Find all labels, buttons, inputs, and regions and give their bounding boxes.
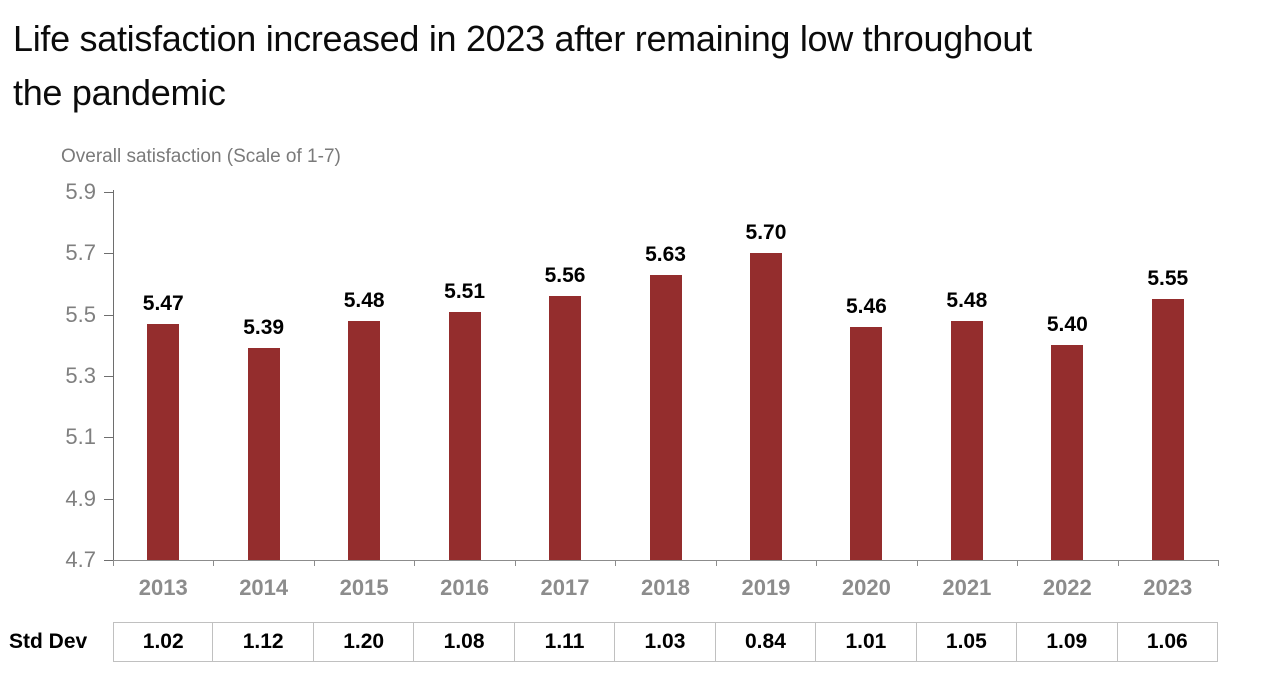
- x-tick-mark: [916, 560, 918, 566]
- bar-value-label: 5.70: [745, 221, 787, 245]
- bar-value-label: 5.51: [444, 279, 486, 303]
- y-tick-mark: [104, 253, 113, 255]
- y-tick-mark: [104, 498, 113, 500]
- y-tick-label: 5.3: [65, 363, 96, 388]
- bar-2021: [950, 320, 983, 560]
- bar-2013: [147, 323, 180, 560]
- y-tick-label: 4.9: [65, 485, 96, 511]
- chart-title-line1: Life satisfaction increased in 2023 afte…: [13, 18, 1032, 59]
- y-tick-label: 4.7: [65, 547, 96, 572]
- y-tick-mark: [104, 314, 113, 316]
- x-axis-label: 2018: [641, 575, 690, 600]
- x-tick-mark: [113, 560, 114, 566]
- x-tick-mark: [615, 560, 617, 566]
- std-dev-cell: 1.11: [513, 622, 616, 662]
- bar-value-label: 5.55: [1147, 267, 1189, 291]
- x-tick-mark: [313, 560, 315, 566]
- y-tick-mark: [104, 560, 113, 561]
- bar-2019: [749, 253, 782, 560]
- x-axis-label: 2022: [1042, 575, 1092, 600]
- x-axis-line: [113, 560, 1218, 561]
- y-axis-line: [113, 190, 114, 560]
- x-tick-mark: [1017, 560, 1019, 566]
- bar-value-label: 5.48: [343, 288, 385, 312]
- x-tick-mark: [213, 560, 215, 566]
- chart-title-line2: the pandemic: [13, 72, 226, 113]
- bar-2018: [649, 274, 682, 560]
- x-axis-label: 2019: [741, 575, 791, 600]
- x-tick-mark: [816, 560, 818, 566]
- bar-value-label: 5.63: [645, 242, 686, 266]
- bar-value-label: 5.56: [544, 264, 586, 288]
- y-tick-label: 5.9: [65, 179, 96, 204]
- bar-2015: [348, 320, 381, 560]
- std-dev-row-label: Std Dev: [9, 630, 88, 653]
- bar-value-label: 5.40: [1046, 313, 1088, 337]
- std-dev-cell: 1.03: [614, 622, 716, 662]
- bar-2014: [247, 348, 280, 560]
- x-tick-mark: [1117, 560, 1119, 566]
- bar-2016: [448, 311, 481, 560]
- y-tick-label: 5.5: [65, 301, 96, 327]
- x-tick-mark: [715, 560, 717, 566]
- std-dev-cell: 1.01: [815, 622, 917, 662]
- std-dev-cell: 1.06: [1116, 622, 1218, 662]
- x-axis-label: 2014: [239, 575, 289, 600]
- bar-value-label: 5.39: [243, 316, 285, 340]
- x-axis-label: 2021: [942, 575, 992, 600]
- y-tick-mark: [104, 376, 113, 377]
- x-axis-label: 2015: [339, 575, 389, 600]
- bar-2023: [1151, 299, 1184, 560]
- y-tick-label: 5.1: [65, 424, 96, 450]
- x-tick-mark: [514, 560, 516, 566]
- y-tick-mark: [104, 192, 113, 193]
- x-axis-label: 2017: [540, 575, 590, 600]
- y-axis-title: Overall satisfaction (Scale of 1-7): [61, 146, 341, 167]
- bar-2022: [1051, 345, 1084, 560]
- std-dev-cell: 1.02: [113, 622, 214, 662]
- chart-title: Life satisfaction increased in 2023 afte…: [13, 12, 1275, 120]
- y-tick-label: 5.7: [65, 240, 96, 266]
- x-tick-mark: [1218, 560, 1219, 566]
- std-dev-cell: 1.08: [413, 622, 515, 662]
- x-axis-label: 2020: [841, 575, 891, 600]
- x-axis-label: 2013: [138, 575, 188, 600]
- std-dev-cell: 1.09: [1016, 622, 1118, 662]
- y-tick-mark: [104, 437, 113, 439]
- std-dev-cell: 1.05: [915, 622, 1018, 662]
- bar-2020: [850, 326, 883, 560]
- bar-2017: [549, 296, 582, 560]
- bar-value-label: 5.46: [845, 294, 887, 318]
- bar-value-label: 5.47: [142, 291, 184, 315]
- std-dev-cell: 0.84: [714, 622, 817, 662]
- bar-value-label: 5.48: [946, 288, 988, 312]
- std-dev-cell: 1.12: [212, 622, 314, 662]
- std-dev-cell: 1.20: [312, 622, 415, 662]
- x-tick-mark: [414, 560, 416, 566]
- x-axis-label: 2023: [1143, 575, 1193, 600]
- x-axis-label: 2016: [440, 575, 490, 600]
